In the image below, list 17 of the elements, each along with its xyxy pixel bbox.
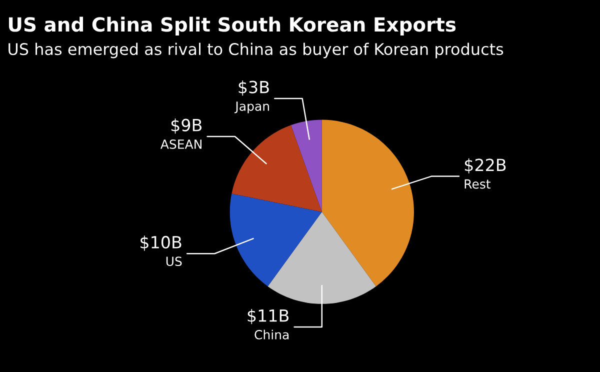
slice-label: US xyxy=(166,256,182,266)
data-label: $11B xyxy=(248,308,288,324)
pie-slice xyxy=(268,212,376,304)
data-label: $9B xyxy=(171,118,202,134)
slice-label: Japan xyxy=(234,102,269,114)
data-label: $3B xyxy=(238,80,269,96)
slice-label: Rest xyxy=(464,179,491,189)
pie-slice xyxy=(290,120,322,212)
slice-label: China xyxy=(254,330,289,340)
data-label: $10B xyxy=(140,236,182,251)
pie-slice xyxy=(322,120,414,286)
chart-subtitle: US has emerged as rival to China as buyer of Korean products xyxy=(8,42,504,58)
pie-slice xyxy=(232,125,322,212)
pie-slice xyxy=(230,194,322,286)
data-label: $22B xyxy=(464,158,506,174)
chart-title: US and China Split South Korean Exports xyxy=(8,16,456,36)
slice-label: ASEAN xyxy=(160,139,202,149)
